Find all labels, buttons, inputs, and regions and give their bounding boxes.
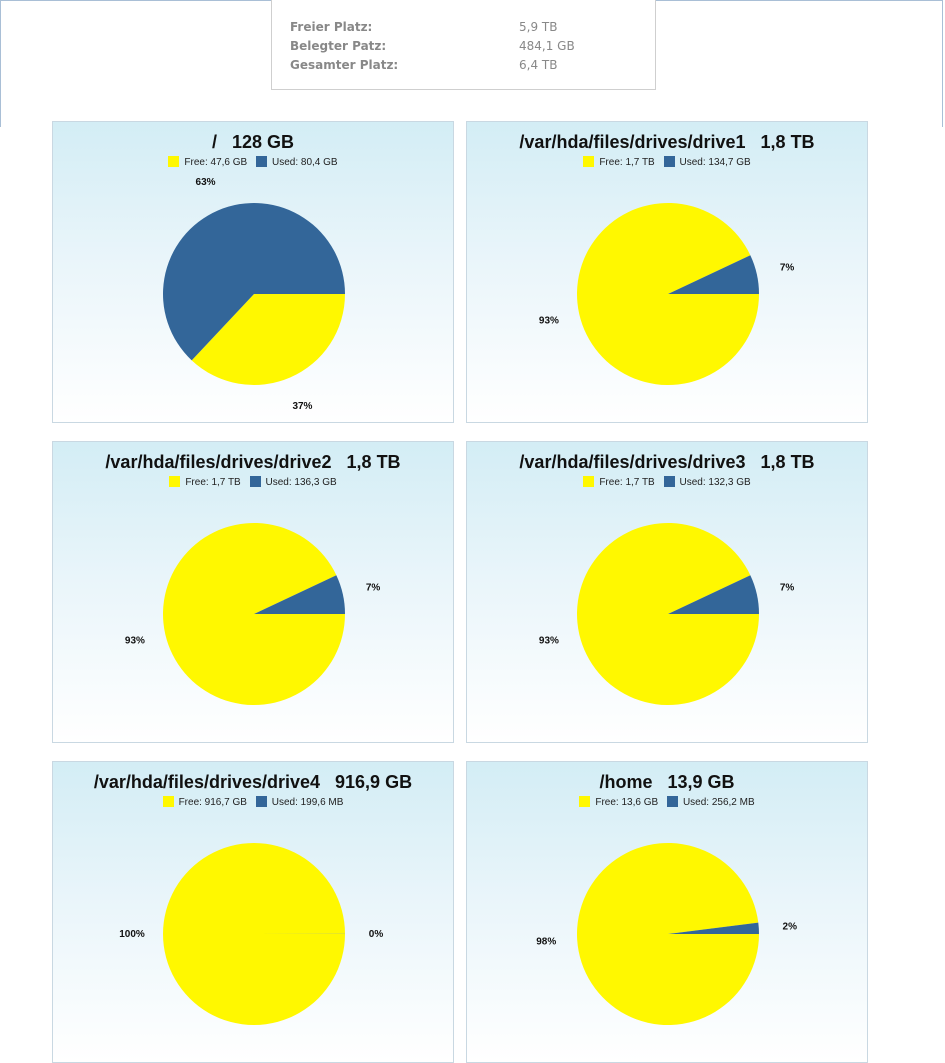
legend-item-used: Used: 199,6 MB (256, 796, 344, 808)
legend-item-used: Used: 80,4 GB (256, 156, 338, 168)
legend-label-free: Free: 1,7 TB (599, 477, 654, 488)
chart-panel-drive2: 93% 7% /var/hda/files/drives/drive2 1,8 T… (52, 441, 454, 743)
legend-swatch-used (664, 156, 675, 167)
chart-title: /var/hda/files/drives/drive1 1,8 TB (467, 132, 867, 153)
pie-label-used: 63% (196, 177, 216, 188)
pie-label-free: 93% (539, 316, 559, 327)
chart-panel-root: 37% 63% / 128 GB Free: 47,6 GB Used: 80,4… (52, 121, 454, 423)
legend-swatch-used (667, 796, 678, 807)
pie-label-free: 98% (536, 937, 556, 948)
legend-swatch-used (664, 476, 675, 487)
chart-title: /home 13,9 GB (467, 772, 867, 793)
legend-label-free: Free: 916,7 GB (179, 797, 247, 808)
legend-item-used: Used: 256,2 MB (667, 796, 755, 808)
pie-label-used: 7% (780, 262, 795, 273)
legend-label-used: Used: 256,2 MB (683, 797, 755, 808)
legend-label-used: Used: 132,3 GB (680, 477, 751, 488)
legend-label-used: Used: 199,6 MB (272, 797, 344, 808)
pie-label-used: 2% (783, 921, 798, 932)
pie-label-free: 37% (292, 401, 312, 412)
legend-swatch-used (250, 476, 261, 487)
pie-label-free: 100% (119, 929, 145, 940)
legend-swatch-used (256, 796, 267, 807)
legend-item-free: Free: 1,7 TB (583, 476, 654, 488)
chart-panel-home: 98% 2% /home 13,9 GB Free: 13,6 GB Used: … (466, 761, 868, 1063)
pie-label-used: 7% (780, 582, 795, 593)
chart-legend: Free: 1,7 TB Used: 136,3 GB (53, 476, 453, 488)
used-space-label: Belegter Patz: (290, 39, 386, 53)
legend-label-free: Free: 47,6 GB (184, 157, 247, 168)
chart-title: / 128 GB (53, 132, 453, 153)
legend-swatch-free (163, 796, 174, 807)
legend-swatch-used (256, 156, 267, 167)
free-space-label: Freier Platz: (290, 20, 372, 34)
chart-title: /var/hda/files/drives/drive2 1,8 TB (53, 452, 453, 473)
chart-legend: Free: 1,7 TB Used: 132,3 GB (467, 476, 867, 488)
chart-panel-drive1: 93% 7% /var/hda/files/drives/drive1 1,8 T… (466, 121, 868, 423)
chart-legend: Free: 1,7 TB Used: 134,7 GB (467, 156, 867, 168)
legend-swatch-free (168, 156, 179, 167)
pie-label-free: 93% (125, 636, 145, 647)
legend-item-free: Free: 47,6 GB (168, 156, 247, 168)
legend-swatch-free (579, 796, 590, 807)
pie-label-free: 93% (539, 636, 559, 647)
legend-item-free: Free: 1,7 TB (583, 156, 654, 168)
chart-title: /var/hda/files/drives/drive3 1,8 TB (467, 452, 867, 473)
chart-title: /var/hda/files/drives/drive4 916,9 GB (53, 772, 453, 793)
legend-item-used: Used: 136,3 GB (250, 476, 337, 488)
legend-swatch-free (583, 476, 594, 487)
legend-item-used: Used: 132,3 GB (664, 476, 751, 488)
legend-swatch-free (583, 156, 594, 167)
pie-label-used: 7% (366, 582, 381, 593)
chart-legend: Free: 916,7 GB Used: 199,6 MB (53, 796, 453, 808)
legend-item-free: Free: 916,7 GB (163, 796, 247, 808)
legend-label-free: Free: 1,7 TB (185, 477, 240, 488)
legend-swatch-free (169, 476, 180, 487)
chart-legend: Free: 47,6 GB Used: 80,4 GB (53, 156, 453, 168)
legend-label-used: Used: 80,4 GB (272, 157, 338, 168)
total-space-label: Gesamter Platz: (290, 58, 398, 72)
legend-label-used: Used: 134,7 GB (680, 157, 751, 168)
legend-label-free: Free: 1,7 TB (599, 157, 654, 168)
legend-item-free: Free: 1,7 TB (169, 476, 240, 488)
chart-panel-drive4: 100% 0% /var/hda/files/drives/drive4 916,… (52, 761, 454, 1063)
storage-summary: Freier Platz: 5,9 TB Belegter Patz: 484,… (271, 0, 656, 90)
free-space-value: 5,9 TB (519, 20, 557, 34)
legend-label-used: Used: 136,3 GB (266, 477, 337, 488)
chart-legend: Free: 13,6 GB Used: 256,2 MB (467, 796, 867, 808)
used-space-value: 484,1 GB (519, 39, 575, 53)
legend-label-free: Free: 13,6 GB (595, 797, 658, 808)
total-space-value: 6,4 TB (519, 58, 557, 72)
legend-item-used: Used: 134,7 GB (664, 156, 751, 168)
chart-panel-drive3: 93% 7% /var/hda/files/drives/drive3 1,8 T… (466, 441, 868, 743)
pie-label-used: 0% (369, 929, 384, 940)
legend-item-free: Free: 13,6 GB (579, 796, 658, 808)
